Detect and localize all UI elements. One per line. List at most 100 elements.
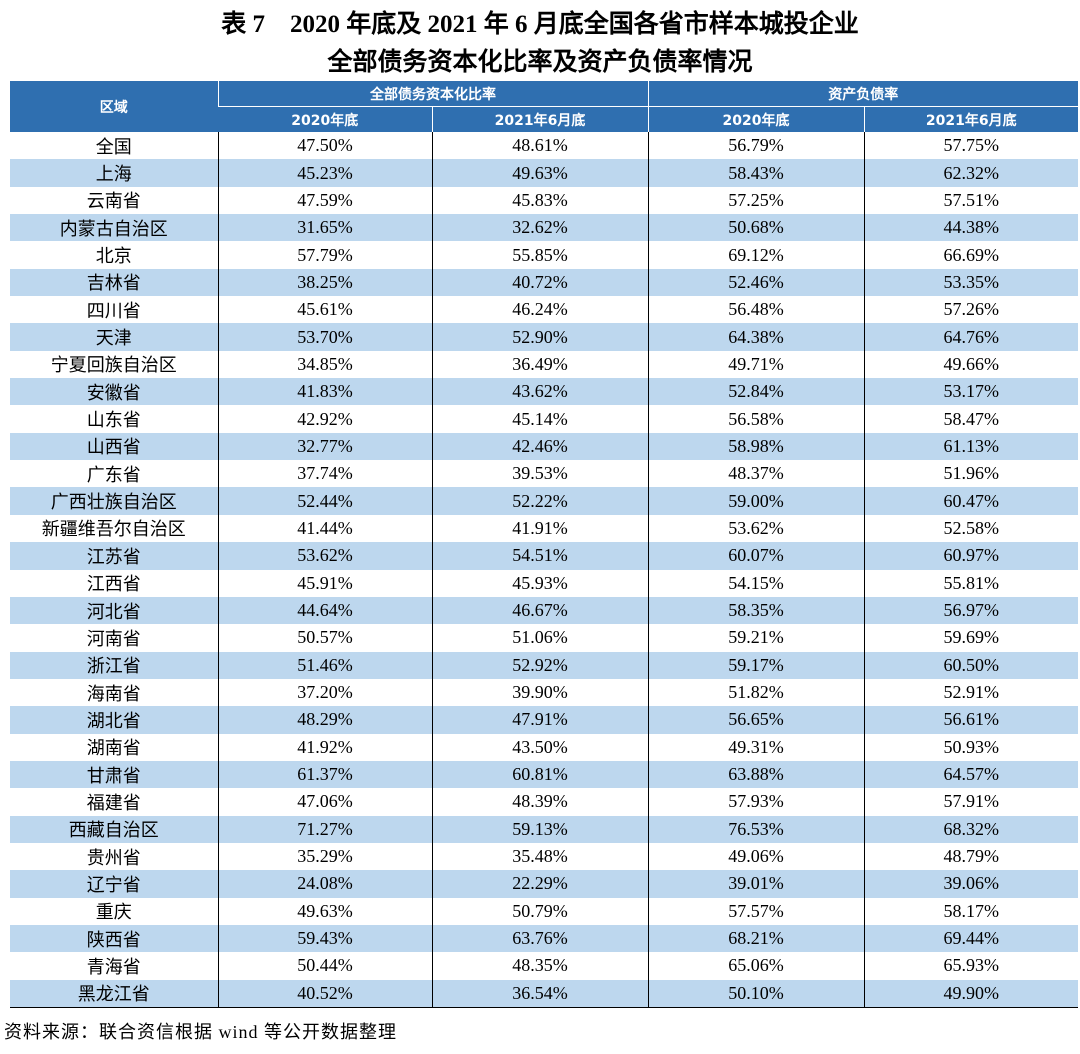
value-cell: 35.29%	[217, 842, 432, 871]
value-cell: 59.13%	[431, 815, 648, 843]
value-cell: 52.84%	[647, 378, 864, 406]
value-cell: 43.62%	[431, 378, 648, 406]
region-cell: 云南省	[86, 191, 141, 212]
value-cell: 43.50%	[431, 733, 648, 761]
value-cell: 39.53%	[431, 460, 648, 488]
region-cell: 广东省	[86, 464, 141, 485]
value-cell: 49.06%	[647, 842, 864, 871]
subheader-cell: 2020年底	[647, 106, 864, 132]
value-cell: 52.58%	[863, 514, 1078, 543]
value-cell: 56.65%	[647, 706, 864, 734]
value-cell: 40.52%	[217, 979, 432, 1008]
table-row: 宁夏回族自治区 34.85% 36.49% 49.71% 49.66%	[10, 350, 1078, 379]
value-cell: 45.61%	[217, 296, 432, 324]
value-cell: 24.08%	[217, 870, 432, 898]
value-cell: 53.62%	[217, 542, 432, 570]
table-row: 北京 57.79% 55.85% 69.12% 66.69%	[10, 241, 1078, 269]
table-row: 甘肃省 61.37% 60.81% 63.88% 64.57%	[10, 760, 1078, 789]
region-cell: 北京	[95, 246, 132, 267]
value-cell: 52.90%	[431, 323, 648, 351]
region-cell: 山西省	[10, 432, 218, 461]
value-cell: 69.44%	[863, 924, 1078, 953]
region-cell: 四川省	[86, 300, 141, 321]
table-row: 青海省 50.44% 48.35% 65.06% 65.93%	[10, 952, 1078, 980]
value-cell: 32.77%	[217, 432, 432, 461]
value-cell: 51.06%	[431, 624, 648, 652]
subheader-cell: 2021年6月底	[431, 106, 648, 132]
value-cell: 46.67%	[431, 596, 648, 625]
value-cell: 63.88%	[647, 760, 864, 789]
value-cell: 50.93%	[863, 733, 1078, 761]
region-cell: 浙江省	[10, 651, 218, 679]
value-cell: 49.66%	[863, 350, 1078, 379]
region-cell: 贵州省	[86, 847, 141, 868]
value-cell: 57.75%	[863, 132, 1078, 160]
value-cell: 41.92%	[217, 733, 432, 761]
value-cell: 56.97%	[863, 596, 1078, 625]
table-row: 吉林省 38.25% 40.72% 52.46% 53.35%	[10, 268, 1078, 297]
value-cell: 50.68%	[647, 214, 864, 242]
value-cell: 52.44%	[217, 487, 432, 515]
value-cell: 50.57%	[217, 624, 432, 652]
value-cell: 48.29%	[217, 706, 432, 734]
region-cell: 新疆维吾尔自治区	[41, 519, 186, 540]
value-cell: 56.58%	[647, 405, 864, 433]
value-cell: 58.43%	[647, 159, 864, 187]
value-cell: 64.38%	[647, 323, 864, 351]
region-cell: 广西壮族自治区	[10, 487, 218, 515]
region-cell: 西藏自治区	[10, 815, 218, 843]
value-cell: 58.35%	[647, 596, 864, 625]
value-cell: 40.72%	[431, 268, 648, 297]
region-cell: 上海	[10, 159, 218, 187]
region-cell: 陕西省	[10, 924, 218, 953]
table-row: 广西壮族自治区 52.44% 52.22% 59.00% 60.47%	[10, 487, 1078, 515]
value-cell: 44.64%	[217, 596, 432, 625]
value-cell: 62.32%	[863, 159, 1078, 187]
value-cell: 60.97%	[863, 542, 1078, 570]
value-cell: 22.29%	[431, 870, 648, 898]
value-cell: 61.37%	[217, 760, 432, 789]
value-cell: 36.49%	[431, 350, 648, 379]
value-cell: 39.90%	[431, 678, 648, 707]
value-cell: 57.91%	[863, 788, 1078, 816]
table-row: 湖北省 48.29% 47.91% 56.65% 56.61%	[10, 706, 1078, 734]
value-cell: 47.91%	[431, 706, 648, 734]
table-row: 江苏省 53.62% 54.51% 60.07% 60.97%	[10, 542, 1078, 570]
value-cell: 59.17%	[647, 651, 864, 679]
value-cell: 47.50%	[217, 132, 432, 160]
table-row: 广东省 37.74% 39.53% 48.37% 51.96%	[10, 460, 1078, 488]
value-cell: 48.39%	[431, 788, 648, 816]
table-row: 贵州省 35.29% 35.48% 49.06% 48.79%	[10, 842, 1078, 871]
table-row: 内蒙古自治区 31.65% 32.62% 50.68% 44.38%	[10, 214, 1078, 242]
value-cell: 46.24%	[431, 296, 648, 324]
value-cell: 52.46%	[647, 268, 864, 297]
value-cell: 48.35%	[431, 952, 648, 980]
value-cell: 47.59%	[217, 186, 432, 215]
table-row: 山西省 32.77% 42.46% 58.98% 61.13%	[10, 432, 1078, 461]
value-cell: 48.37%	[647, 460, 864, 488]
value-cell: 45.14%	[431, 405, 648, 433]
region-cell: 内蒙古自治区	[10, 214, 218, 242]
value-cell: 56.79%	[647, 132, 864, 160]
value-cell: 52.91%	[863, 678, 1078, 707]
table-row: 河北省 44.64% 46.67% 58.35% 56.97%	[10, 596, 1078, 625]
value-cell: 49.63%	[431, 159, 648, 187]
value-cell: 56.61%	[863, 706, 1078, 734]
value-cell: 36.54%	[431, 979, 648, 1008]
value-cell: 52.92%	[431, 651, 648, 679]
value-cell: 55.81%	[863, 569, 1078, 597]
value-cell: 60.81%	[431, 760, 648, 789]
value-cell: 57.79%	[217, 241, 432, 269]
value-cell: 57.25%	[647, 186, 864, 215]
value-cell: 41.91%	[431, 514, 648, 543]
value-cell: 45.93%	[431, 569, 648, 597]
value-cell: 71.27%	[217, 815, 432, 843]
value-cell: 51.82%	[647, 678, 864, 707]
table-row: 山东省 42.92% 45.14% 56.58% 58.47%	[10, 405, 1078, 433]
region-cell: 山东省	[86, 410, 141, 431]
region-cell: 江西省	[86, 574, 141, 595]
region-cell: 福建省	[86, 792, 141, 813]
value-cell: 49.31%	[647, 733, 864, 761]
table-row: 湖南省 41.92% 43.50% 49.31% 50.93%	[10, 733, 1078, 761]
value-cell: 53.62%	[647, 514, 864, 543]
